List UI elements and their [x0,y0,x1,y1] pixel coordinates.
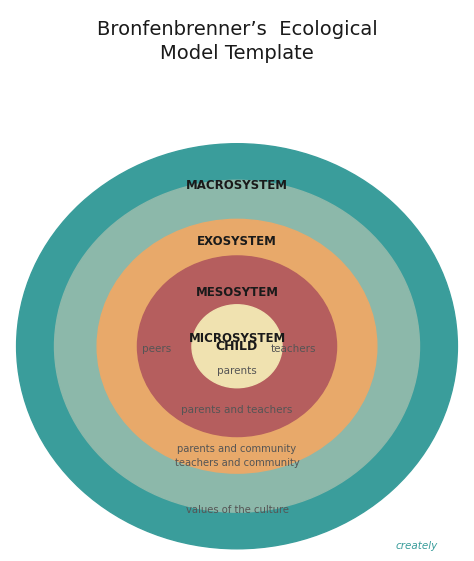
Text: MACROSYSTEM: MACROSYSTEM [186,179,288,192]
Text: parents and community
teachers and community: parents and community teachers and commu… [174,444,300,468]
Ellipse shape [137,256,337,436]
Text: values of the culture: values of the culture [185,505,289,515]
Ellipse shape [192,305,282,388]
Text: creately: creately [396,541,438,551]
Ellipse shape [55,180,419,512]
Text: peers: peers [142,344,171,353]
Text: EXOSYSTEM: EXOSYSTEM [197,235,277,248]
Text: Bronfenbrenner’s  Ecological
Model Template: Bronfenbrenner’s Ecological Model Templa… [97,20,377,63]
Text: parents: parents [217,366,257,376]
Ellipse shape [17,144,457,549]
Text: teachers: teachers [271,344,317,353]
Text: CHILD: CHILD [216,340,258,353]
Text: parents and teachers: parents and teachers [182,404,292,415]
Text: MICROSYSTEM: MICROSYSTEM [188,333,286,346]
Text: MESOSYTEM: MESOSYTEM [195,286,279,299]
Ellipse shape [97,219,377,473]
